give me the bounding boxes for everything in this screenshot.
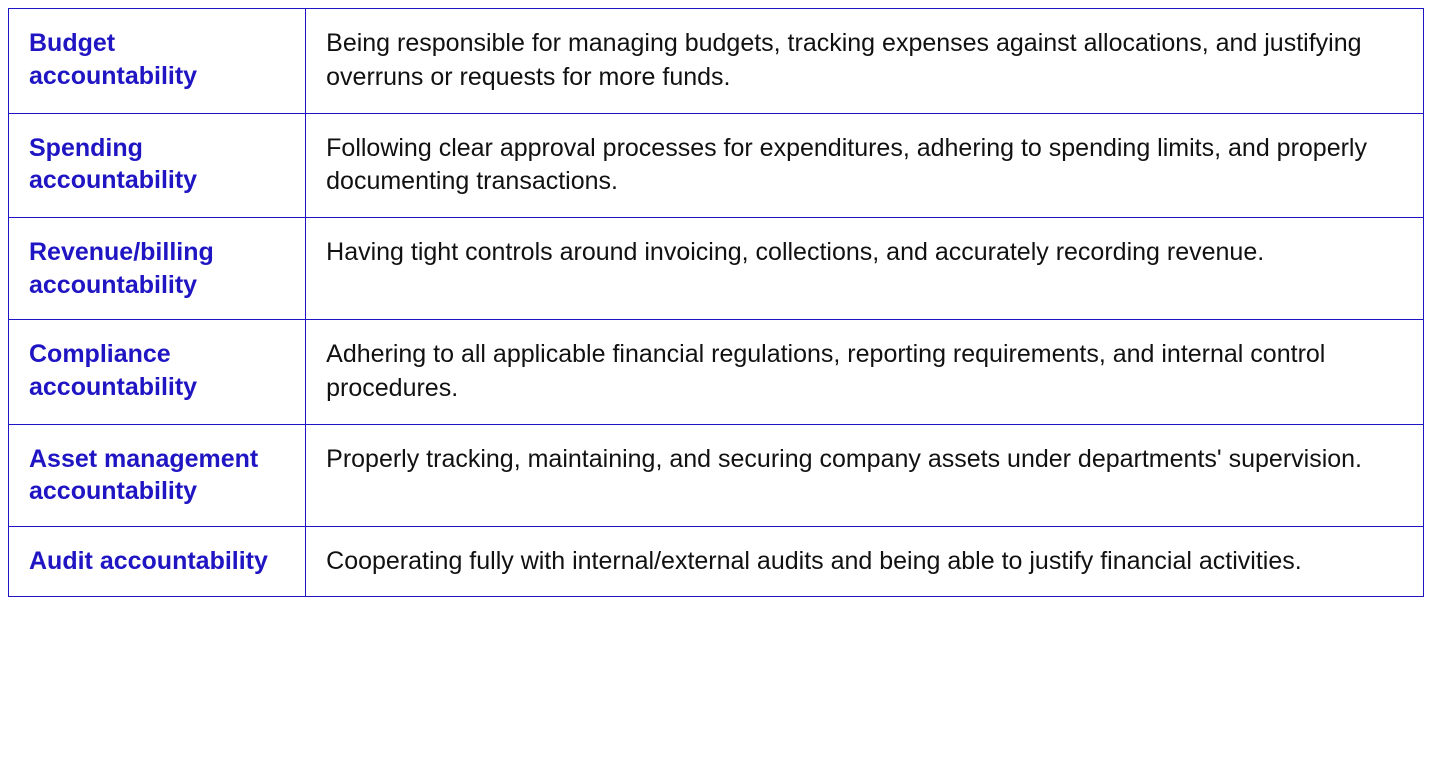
term-cell: Compliance accountability bbox=[9, 320, 306, 425]
table-body: Budget accountability Being responsible … bbox=[9, 9, 1424, 597]
table-row: Compliance accountability Adhering to al… bbox=[9, 320, 1424, 425]
accountability-table: Budget accountability Being responsible … bbox=[8, 8, 1424, 597]
table-row: Asset management accountability Properly… bbox=[9, 424, 1424, 526]
description-cell: Properly tracking, maintaining, and secu… bbox=[306, 424, 1424, 526]
description-cell: Being responsible for managing budgets, … bbox=[306, 9, 1424, 114]
table-row: Audit accountability Cooperating fully w… bbox=[9, 526, 1424, 597]
term-cell: Budget accountability bbox=[9, 9, 306, 114]
term-cell: Audit accountability bbox=[9, 526, 306, 597]
description-cell: Following clear approval processes for e… bbox=[306, 113, 1424, 218]
table-row: Budget accountability Being responsible … bbox=[9, 9, 1424, 114]
description-cell: Having tight controls around invoicing, … bbox=[306, 218, 1424, 320]
description-cell: Adhering to all applicable financial reg… bbox=[306, 320, 1424, 425]
term-cell: Spending accountability bbox=[9, 113, 306, 218]
term-cell: Asset management accountability bbox=[9, 424, 306, 526]
term-cell: Revenue/billing accountability bbox=[9, 218, 306, 320]
table-row: Spending accountability Following clear … bbox=[9, 113, 1424, 218]
description-cell: Cooperating fully with internal/external… bbox=[306, 526, 1424, 597]
table-row: Revenue/billing accountability Having ti… bbox=[9, 218, 1424, 320]
